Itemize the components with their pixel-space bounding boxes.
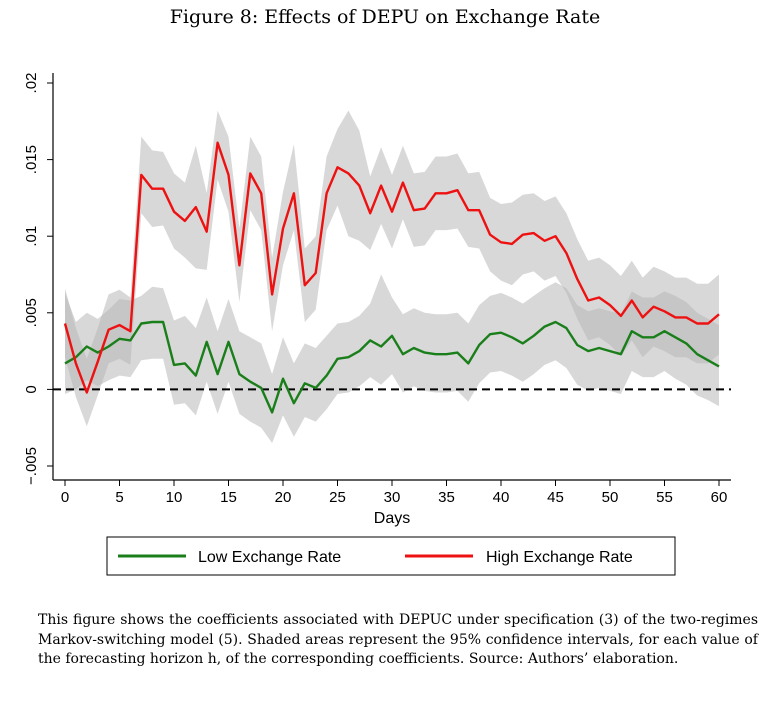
x-tick-label: 35 [438, 489, 455, 506]
y-tick-label: 0 [23, 385, 40, 393]
confidence-band-low [65, 274, 719, 443]
legend-label-low: Low Exchange Rate [198, 549, 341, 566]
chart-area: 0 5 10 15 20 25 30 35 40 45 50 55 60 −.005 0 .005 .01 .01… [23, 73, 731, 576]
figure-title: Figure 8: Effects of DEPU on Exchange Ra… [169, 6, 601, 28]
x-tick-label: 50 [602, 489, 619, 506]
x-tick-label: 15 [220, 489, 237, 506]
x-tick-label: 45 [547, 489, 564, 506]
x-tick-label: 40 [493, 489, 510, 506]
y-tick-label: .005 [23, 298, 40, 327]
figure-caption: This figure shows the coefficients assoc… [38, 611, 758, 670]
x-axis-title: Days [374, 510, 410, 527]
caption-text: This figure shows the coefficients assoc… [38, 612, 758, 667]
x-tick-label: 60 [711, 489, 728, 506]
y-tick-label: .02 [23, 73, 40, 94]
series-line-high-exchange-rate [63, 141, 720, 394]
x-tick-label: 5 [115, 489, 123, 506]
x-tick-label: 55 [656, 489, 673, 506]
x-tick-label: 10 [166, 489, 183, 506]
y-tick-label: .01 [23, 226, 40, 247]
x-tick-label: 25 [329, 489, 346, 506]
x-tick-label: 20 [275, 489, 292, 506]
y-tick-label: −.005 [23, 447, 40, 485]
series-line-low-exchange-rate [64, 320, 720, 414]
y-tick-label: .015 [23, 145, 40, 174]
x-tick-label: 30 [384, 489, 401, 506]
legend-label-high: High Exchange Rate [486, 549, 633, 566]
legend-box [106, 536, 676, 576]
x-tick-label: 0 [61, 489, 69, 506]
confidence-band-high [65, 110, 719, 427]
